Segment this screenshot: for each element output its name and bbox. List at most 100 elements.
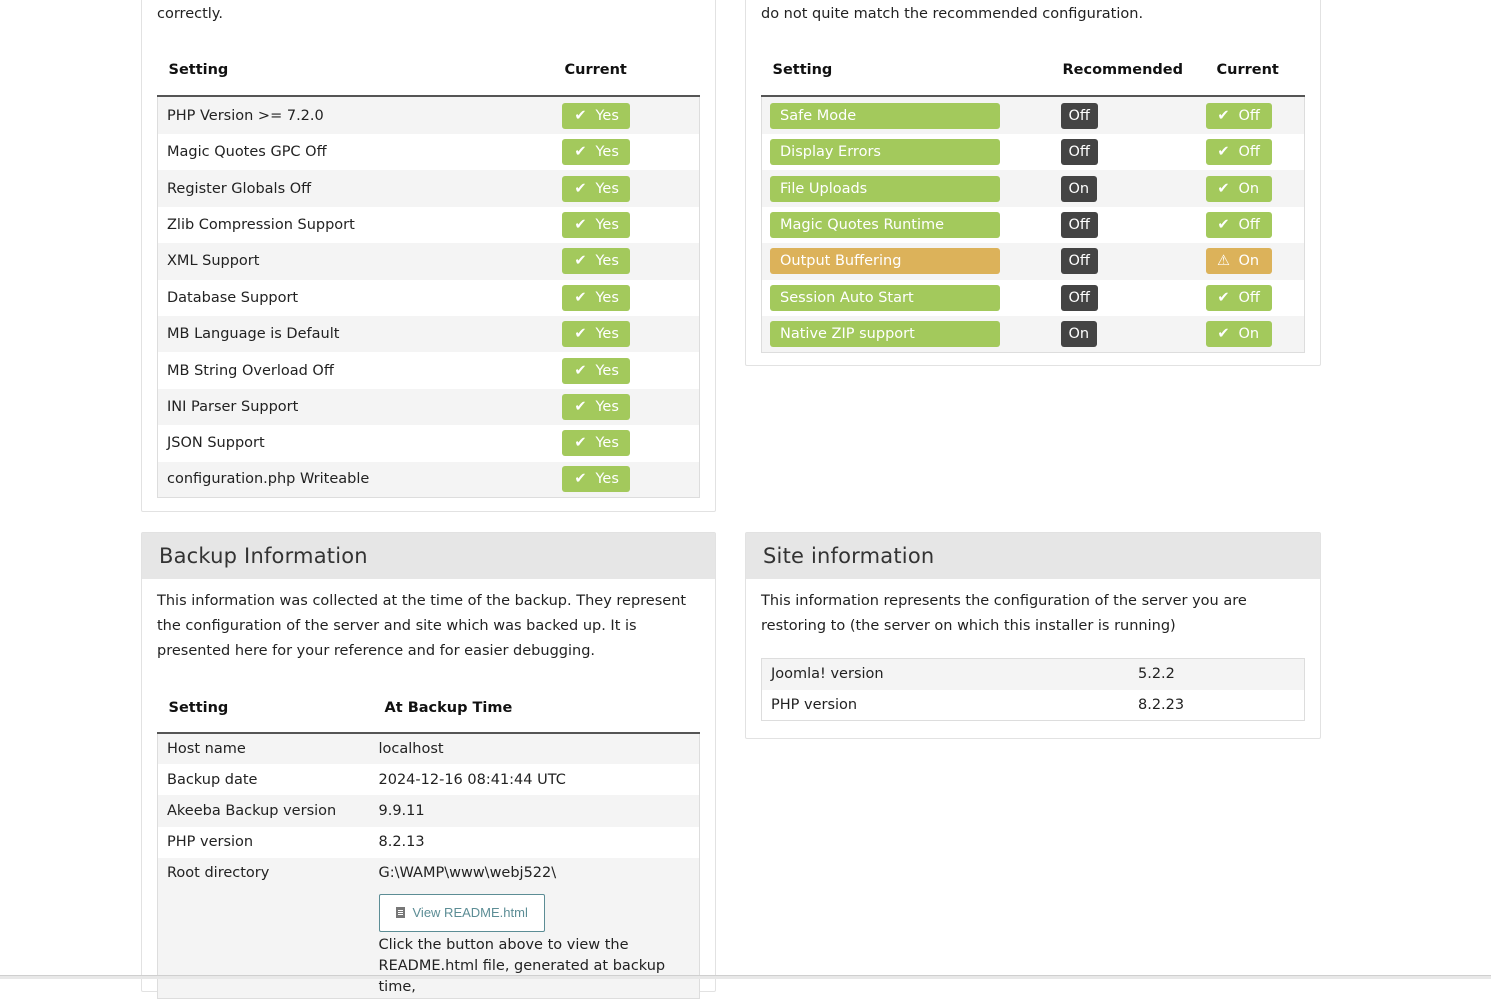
setting-label-badge: Output Buffering xyxy=(770,248,1000,275)
setting-value: localhost xyxy=(373,733,700,765)
setting-label-badge: Safe Mode xyxy=(770,102,1000,129)
readme-cell: View README.html Click the button above t… xyxy=(373,888,700,999)
current-text: On xyxy=(1238,253,1260,270)
setting-cell: Output Buffering xyxy=(761,243,1052,280)
check-icon: ✔ xyxy=(1217,289,1230,306)
status-text: Yes xyxy=(595,435,619,452)
setting-status: ✔ Yes xyxy=(554,207,700,243)
setting-status: ✔ Yes xyxy=(553,388,700,426)
status-badge: ✔ Yes xyxy=(561,430,630,457)
setting-label-badge: Session Auto Start xyxy=(770,284,1000,311)
table-row: MB String Overload Off ✔ Yes xyxy=(158,352,700,388)
column-header-current: Current xyxy=(1205,45,1305,97)
status-badge: ✔ Yes xyxy=(561,357,630,384)
check-icon: ✔ xyxy=(574,253,587,270)
table-row: PHP Version >= 7.2.0 ✔ Yes xyxy=(157,96,700,134)
setting-cell: Session Auto Start xyxy=(762,280,1052,316)
setting-value: 2024-12-16 08:41:44 UTC xyxy=(378,771,566,788)
setting-value: G:\WAMP\www\webj522\ xyxy=(373,857,700,889)
setting-status: ✔ Yes xyxy=(553,461,700,498)
current-badge: ✔ Off xyxy=(1205,102,1272,129)
status-text: Yes xyxy=(595,144,619,161)
view-readme-button[interactable]: View README.html xyxy=(378,893,545,932)
recommended-cell: Off xyxy=(1052,207,1206,243)
status-text: Yes xyxy=(595,107,619,124)
setting-value: 8.2.13 xyxy=(378,834,425,851)
backup-information-table: Setting At Backup Time Host name localhos… xyxy=(157,684,700,999)
site-information-table: Joomla! version 5.2.2 PHP version 8.2.23 xyxy=(761,658,1305,721)
check-icon: ✔ xyxy=(1217,144,1230,161)
current-badge: ✔ On xyxy=(1205,175,1272,202)
status-text: Yes xyxy=(595,253,619,270)
column-header-at-backup-time: At Backup Time xyxy=(373,684,700,734)
table-row: PHP version 8.2.13 xyxy=(158,827,700,858)
setting-cell: Display Errors xyxy=(762,134,1052,170)
current-text: Off xyxy=(1238,289,1260,306)
setting-status: ✔ Yes xyxy=(554,280,700,316)
recommended-badge: Off xyxy=(1060,102,1098,129)
table-row: Host name localhost xyxy=(157,733,700,765)
current-badge: ✔ On xyxy=(1205,320,1272,347)
status-badge: ✔ Yes xyxy=(561,139,630,166)
setting-label: Root directory xyxy=(157,857,374,889)
table-row: Zlib Compression Support ✔ Yes xyxy=(158,207,700,243)
setting-label: Joomla! version xyxy=(761,658,1129,690)
table-row: Native ZIP support On ✔ On xyxy=(761,315,1305,353)
current-badge: ✔ Off xyxy=(1205,211,1272,238)
backup-information-title: Backup Information xyxy=(142,533,715,579)
status-text: Yes xyxy=(595,289,619,306)
check-icon: ✔ xyxy=(574,216,587,233)
setting-label: PHP version xyxy=(771,696,858,713)
recommended-cell: Off xyxy=(1051,96,1206,134)
backup-intro-text: This information was collected at the ti… xyxy=(157,593,687,659)
setting-label: Host name xyxy=(157,733,374,765)
status-text: Yes xyxy=(595,471,619,488)
table-row: MB Language is Default ✔ Yes xyxy=(157,315,700,353)
setting-value: 5.2.2 xyxy=(1129,658,1305,690)
table-row: XML Support ✔ Yes xyxy=(157,243,700,280)
check-icon: ✔ xyxy=(574,144,587,161)
current-text: Off xyxy=(1238,107,1260,124)
current-badge: ⚠ On xyxy=(1205,248,1272,275)
table-row: PHP version 8.2.23 xyxy=(762,690,1305,721)
status-badge: ✔ Yes xyxy=(561,102,630,129)
recommended-cell: Off xyxy=(1052,134,1206,170)
setting-cell: Magic Quotes Runtime xyxy=(762,207,1052,243)
check-icon: ✔ xyxy=(574,180,587,197)
setting-label: INI Parser Support xyxy=(157,388,554,426)
setting-status: ✔ Yes xyxy=(554,425,700,461)
current-cell: ✔ Off xyxy=(1205,280,1305,316)
readme-row: View README.html Click the button above t… xyxy=(157,888,700,999)
status-badge: ✔ Yes xyxy=(561,393,630,420)
status-text: Yes xyxy=(595,180,619,197)
table-row: Magic Quotes GPC Off ✔ Yes xyxy=(158,134,700,170)
current-cell: ✔ On xyxy=(1205,170,1305,207)
recommended-cell: On xyxy=(1051,170,1206,207)
setting-label: PHP Version >= 7.2.0 xyxy=(157,96,554,134)
recommended-cell: Off xyxy=(1051,243,1206,280)
table-row: Display Errors Off ✔ Off xyxy=(762,134,1305,170)
table-row: Session Auto Start Off ✔ Off xyxy=(762,280,1305,316)
setting-label: PHP version xyxy=(167,834,254,851)
setting-label-badge: Magic Quotes Runtime xyxy=(770,211,1000,238)
recommended-settings-panel: do not quite match the recommended confi… xyxy=(745,0,1321,366)
setting-label: XML Support xyxy=(157,243,554,280)
table-row: Safe Mode Off ✔ Off xyxy=(761,96,1305,134)
current-text: On xyxy=(1238,180,1260,197)
setting-label: Akeeba Backup version xyxy=(157,795,374,827)
setting-label: MB Language is Default xyxy=(157,315,554,353)
recommended-settings-body: Safe Mode Off ✔ Off Display Errors Off ✔ Off Fil… xyxy=(761,96,1305,353)
site-information-panel: Site information This information repres… xyxy=(745,532,1321,739)
setting-label: configuration.php Writeable xyxy=(157,461,554,498)
table-row: Magic Quotes Runtime Off ✔ Off xyxy=(762,207,1305,243)
setting-status: ✔ Yes xyxy=(553,243,700,280)
column-header-setting: Setting xyxy=(761,45,1052,97)
site-information-title: Site information xyxy=(746,533,1320,579)
table-row: Root directory G:\WAMP\www\webj522\ xyxy=(157,857,700,889)
required-settings-panel: correctly. Setting Current PHP Version >… xyxy=(141,0,716,512)
backup-information-body: Host name localhost Backup date 2024-12-16 … xyxy=(157,733,700,999)
column-header-setting: Setting xyxy=(157,45,554,97)
status-badge: ✔ Yes xyxy=(561,321,630,348)
current-cell: ✔ On xyxy=(1205,315,1305,353)
table-row: Backup date 2024-12-16 08:41:44 UTC xyxy=(158,764,700,795)
